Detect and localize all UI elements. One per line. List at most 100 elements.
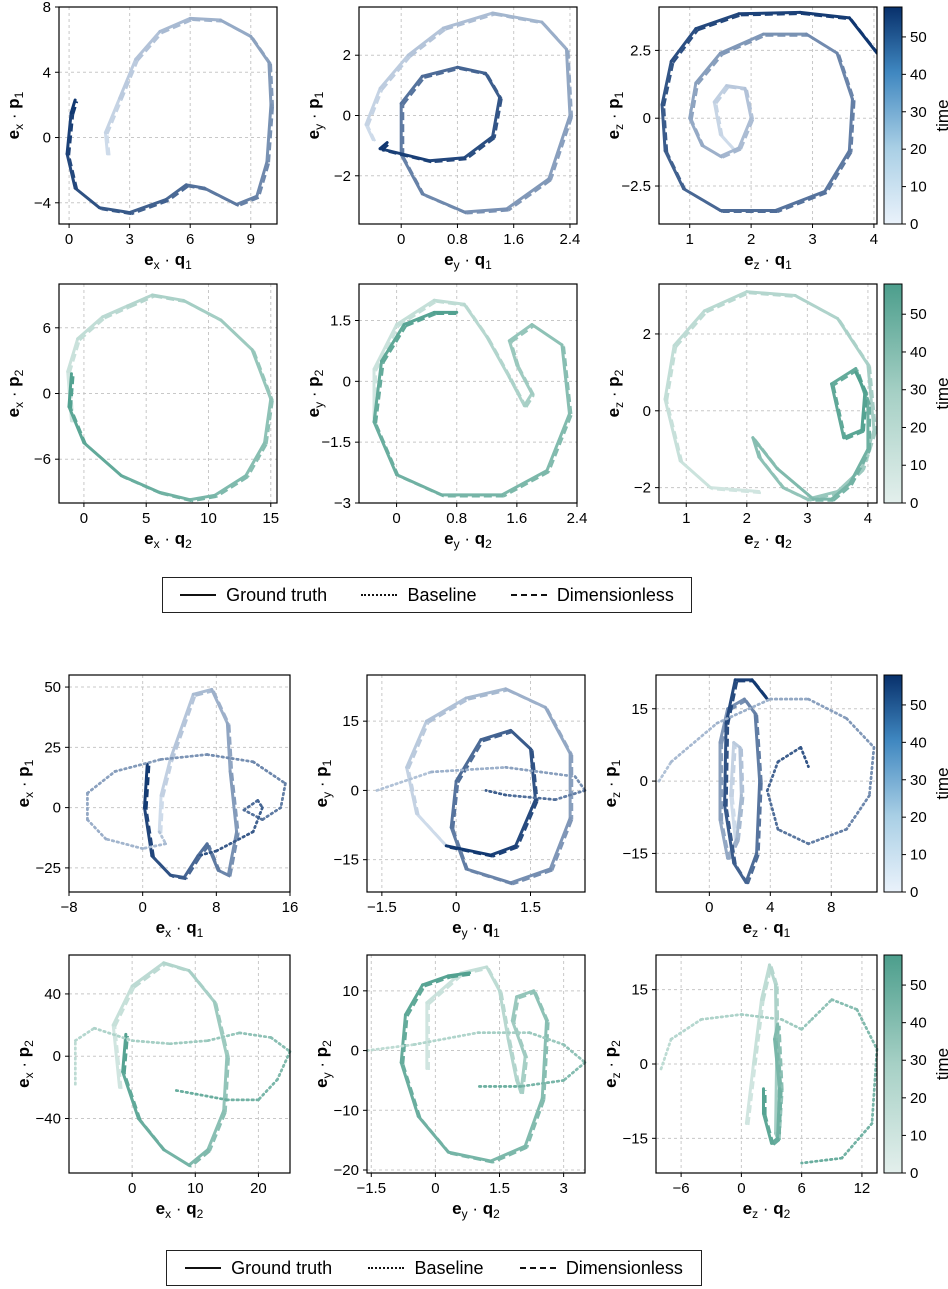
dimensionless-trajectory-segment bbox=[850, 18, 877, 54]
ground-truth-trajectory-segment bbox=[479, 728, 513, 742]
ground-truth-trajectory-segment bbox=[523, 1096, 544, 1148]
ground-truth-trajectory-segment bbox=[738, 745, 743, 798]
x-tick-label: 3 bbox=[803, 510, 811, 527]
y-axis-label: ez · p2 bbox=[604, 369, 626, 417]
ground-truth-trajectory-segment bbox=[491, 11, 544, 24]
dimensionless-trajectory-segment bbox=[746, 854, 760, 885]
ground-truth-trajectory-segment bbox=[235, 194, 259, 206]
dimensionless-trajectory-segment bbox=[129, 295, 155, 309]
x-tick-label: 0 bbox=[138, 899, 146, 916]
baseline-trajectory-segment bbox=[242, 799, 260, 812]
dimensionless-trajectory-segment bbox=[85, 443, 125, 478]
x-tick-label: 0 bbox=[80, 510, 88, 527]
ground-truth-trajectory-segment bbox=[403, 983, 425, 1017]
ground-truth-trajectory-segment bbox=[462, 207, 509, 214]
dimensionless-trajectory-segment bbox=[417, 814, 450, 849]
dimensionless-trajectory-segment bbox=[666, 151, 687, 191]
ground-truth-trajectory-segment bbox=[848, 447, 870, 486]
ground-truth-trajectory-segment bbox=[522, 392, 534, 408]
axes-frame bbox=[658, 6, 878, 225]
colorbar-4: 0 10 20 30 40 50 time bbox=[883, 954, 948, 1182]
dimensionless-trajectory-segment bbox=[690, 119, 705, 148]
ground-truth-trajectory-segment bbox=[164, 183, 188, 202]
baseline-trajectory-segment bbox=[799, 746, 810, 768]
ground-truth-trajectory-segment bbox=[364, 123, 375, 142]
dimensionless-trajectory-segment bbox=[492, 1146, 528, 1164]
dimensionless-trajectory-segment bbox=[187, 185, 207, 191]
x-tick-label: 3 bbox=[808, 231, 816, 248]
x-tick-label: 0.8 bbox=[447, 231, 468, 248]
ground-truth-trajectory-segment bbox=[267, 60, 273, 107]
dimensionless-trajectory-segment bbox=[381, 56, 412, 91]
x-tick-label: 8 bbox=[212, 899, 220, 916]
dimensionless-trajectory-segment bbox=[486, 74, 503, 100]
dimensionless-trajectory-segment bbox=[740, 12, 803, 17]
y-tick-label: −2 bbox=[634, 480, 651, 497]
ground-truth-trajectory-segment bbox=[187, 1148, 210, 1167]
ground-truth-trajectory-segment bbox=[500, 469, 549, 497]
dimensionless-trajectory-segment bbox=[748, 292, 798, 299]
baseline-trajectory-segment bbox=[206, 1031, 241, 1042]
dimensionless-trajectory-segment bbox=[747, 1065, 757, 1126]
y-axis-label: ey · p1 bbox=[304, 91, 326, 139]
dimensionless-trajectory-segment bbox=[543, 1022, 550, 1100]
x-tick-label: 2 bbox=[747, 231, 755, 248]
trajectory-group bbox=[86, 687, 287, 881]
ground-truth-trajectory-segment bbox=[688, 116, 704, 147]
x-tick-label: 0 bbox=[65, 231, 73, 248]
colorbar-tick-label: 50 bbox=[910, 977, 927, 994]
dimensionless-trajectory-segment bbox=[251, 37, 272, 65]
colorbar-tick-label: 20 bbox=[910, 809, 927, 826]
dimensionless-trajectory-segment bbox=[725, 806, 737, 865]
colorbar-label: time bbox=[933, 377, 948, 409]
dimensionless-trajectory-segment bbox=[69, 407, 87, 445]
dimensionless-trajectory-segment bbox=[697, 14, 742, 32]
y-tick-label: 2.5 bbox=[630, 42, 651, 59]
legend-label-ground-truth: Ground truth bbox=[226, 584, 328, 605]
dimensionless-trajectory-segment bbox=[511, 731, 534, 752]
dimensionless-trajectory-segment bbox=[448, 846, 494, 858]
colorbar-tick-label: 0 bbox=[910, 216, 918, 233]
y-axis-label: ex · p2 bbox=[14, 1040, 36, 1088]
dimensionless-trajectory-segment bbox=[161, 18, 193, 34]
ground-truth-trajectory-segment bbox=[669, 27, 698, 63]
x-tick-label: −6 bbox=[673, 1180, 690, 1197]
trajectory-group bbox=[659, 963, 877, 1165]
dimensionless-trajectory-segment bbox=[407, 722, 430, 770]
ground-truth-trajectory-segment bbox=[847, 97, 854, 153]
dimensionless-trajectory-segment bbox=[445, 13, 495, 31]
x-tick-label: 4 bbox=[870, 231, 878, 248]
ground-truth-trajectory-segment bbox=[406, 26, 445, 57]
baseline-trajectory-segment bbox=[807, 697, 848, 720]
subplot-12: −6 0 6 12 −15 0 15 ez · q2 ez · p2 bbox=[601, 954, 879, 1221]
baseline-trajectory-segment bbox=[92, 1026, 134, 1042]
axes-frame bbox=[366, 674, 586, 893]
dimensionless-trajectory-segment bbox=[516, 800, 539, 848]
dimensionless-trajectory-segment bbox=[397, 300, 437, 327]
colorbar-tick-label: 0 bbox=[910, 884, 918, 901]
baseline-trajectory-segment bbox=[261, 806, 283, 821]
dimensionless-trajectory-segment bbox=[465, 305, 490, 339]
subplot-3: 1 2 3 4 −2.5 0 2.5 ez · q1 ez · p1 bbox=[604, 6, 878, 272]
ground-truth-trajectory-segment bbox=[830, 382, 846, 440]
dimensionless-trajectory-segment bbox=[731, 743, 737, 798]
solid-line-swatch bbox=[185, 1267, 222, 1269]
ground-truth-trajectory-segment bbox=[712, 100, 722, 136]
ground-truth-trajectory-segment bbox=[694, 12, 741, 31]
trajectory-group bbox=[66, 293, 274, 503]
dimensionless-trajectory-segment bbox=[374, 362, 385, 424]
dimensionless-trajectory-segment bbox=[715, 86, 730, 105]
baseline-trajectory-segment bbox=[205, 753, 255, 764]
baseline-trajectory-segment bbox=[810, 998, 834, 1021]
ground-truth-trajectory-segment bbox=[548, 816, 572, 871]
baseline-trajectory-segment bbox=[870, 1047, 877, 1125]
x-tick-label: 4 bbox=[766, 899, 774, 916]
dimensionless-trajectory-segment bbox=[753, 680, 771, 702]
x-tick-label: 8 bbox=[827, 899, 835, 916]
y-tick-label: 2 bbox=[343, 47, 351, 64]
dimensionless-trajectory-segment bbox=[114, 987, 136, 1028]
y-tick-label: −15 bbox=[334, 852, 359, 869]
dimensionless-trajectory-segment bbox=[216, 476, 249, 498]
colorbar-gradient bbox=[883, 283, 903, 504]
